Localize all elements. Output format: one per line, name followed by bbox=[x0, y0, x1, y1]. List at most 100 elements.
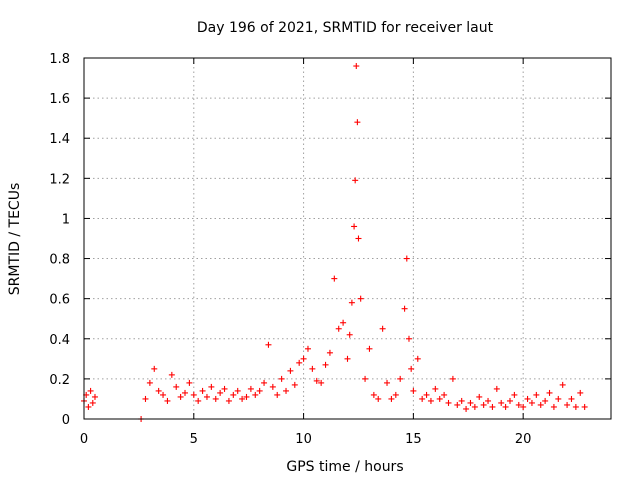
data-point bbox=[559, 381, 566, 388]
data-point bbox=[366, 345, 373, 352]
data-point bbox=[410, 387, 417, 394]
data-point bbox=[331, 275, 338, 282]
data-point bbox=[212, 395, 219, 402]
data-point bbox=[502, 403, 509, 410]
data-point bbox=[199, 387, 206, 394]
y-tick-label: 1.8 bbox=[49, 52, 70, 67]
data-point bbox=[357, 295, 364, 302]
data-point bbox=[217, 389, 224, 396]
data-point bbox=[397, 375, 404, 382]
data-point bbox=[432, 385, 439, 392]
data-point bbox=[344, 355, 351, 362]
data-point bbox=[234, 387, 241, 394]
data-point bbox=[354, 119, 361, 126]
data-point bbox=[335, 325, 342, 332]
data-point bbox=[173, 383, 180, 390]
data-point bbox=[355, 235, 362, 242]
y-tick-label: 1.6 bbox=[49, 92, 70, 107]
data-point bbox=[485, 397, 492, 404]
data-point bbox=[256, 387, 263, 394]
data-point bbox=[346, 331, 353, 338]
data-point bbox=[489, 403, 496, 410]
data-point bbox=[392, 391, 399, 398]
data-point bbox=[265, 341, 272, 348]
data-point bbox=[304, 345, 311, 352]
data-point bbox=[414, 355, 421, 362]
data-point bbox=[142, 395, 149, 402]
y-tick-label: 0.6 bbox=[49, 293, 70, 308]
data-point bbox=[427, 397, 434, 404]
data-point bbox=[230, 391, 237, 398]
data-points-layer bbox=[81, 63, 588, 422]
data-point bbox=[291, 381, 298, 388]
data-point bbox=[493, 385, 500, 392]
data-point bbox=[384, 379, 391, 386]
data-point bbox=[375, 395, 382, 402]
data-point bbox=[423, 391, 430, 398]
data-point bbox=[168, 371, 175, 378]
data-point bbox=[577, 389, 584, 396]
y-tick-label: 0 bbox=[62, 413, 70, 428]
data-point bbox=[203, 393, 210, 400]
data-point bbox=[454, 401, 461, 408]
data-point bbox=[239, 395, 246, 402]
data-point bbox=[352, 177, 359, 184]
data-point bbox=[160, 391, 167, 398]
data-point bbox=[247, 385, 254, 392]
data-point bbox=[151, 365, 158, 372]
data-point bbox=[177, 393, 184, 400]
data-point bbox=[524, 395, 531, 402]
data-point bbox=[296, 359, 303, 366]
y-tick-label: 1 bbox=[62, 212, 70, 227]
data-point bbox=[278, 375, 285, 382]
data-point bbox=[155, 387, 162, 394]
x-tick-label: 10 bbox=[295, 432, 312, 447]
data-point bbox=[287, 367, 294, 374]
data-point bbox=[274, 391, 281, 398]
y-tick-label: 1.2 bbox=[49, 172, 70, 187]
data-point bbox=[190, 391, 197, 398]
data-point bbox=[405, 335, 412, 342]
data-point bbox=[313, 377, 320, 384]
data-point bbox=[467, 399, 474, 406]
data-point bbox=[91, 393, 98, 400]
data-point bbox=[436, 395, 443, 402]
data-point bbox=[572, 403, 579, 410]
data-point bbox=[348, 299, 355, 306]
data-point bbox=[388, 395, 395, 402]
data-point bbox=[480, 401, 487, 408]
x-tick-label: 20 bbox=[515, 432, 532, 447]
data-point bbox=[269, 383, 276, 390]
data-point bbox=[408, 365, 415, 372]
grid-layer bbox=[84, 58, 611, 419]
y-axis-title: SRMTID / TECUs bbox=[7, 183, 23, 296]
data-point bbox=[318, 379, 325, 386]
data-point bbox=[370, 391, 377, 398]
data-point bbox=[506, 397, 513, 404]
data-point bbox=[542, 397, 549, 404]
chart-title: Day 196 of 2021, SRMTID for receiver lau… bbox=[197, 20, 494, 36]
data-point bbox=[340, 319, 347, 326]
data-point bbox=[300, 355, 307, 362]
data-point bbox=[458, 397, 465, 404]
data-point bbox=[362, 375, 369, 382]
data-point bbox=[528, 399, 535, 406]
x-axis-title: GPS time / hours bbox=[286, 459, 403, 475]
data-point bbox=[283, 387, 290, 394]
data-point bbox=[419, 395, 426, 402]
data-point bbox=[445, 399, 452, 406]
data-point bbox=[441, 391, 448, 398]
data-point bbox=[546, 389, 553, 396]
y-tick-label: 0.4 bbox=[49, 333, 70, 348]
data-point bbox=[243, 393, 250, 400]
x-tick-label: 5 bbox=[190, 432, 198, 447]
data-point bbox=[326, 349, 333, 356]
data-point bbox=[221, 385, 228, 392]
data-point bbox=[252, 391, 259, 398]
data-point bbox=[515, 401, 522, 408]
data-point bbox=[195, 397, 202, 404]
data-point bbox=[401, 305, 408, 312]
data-point bbox=[322, 361, 329, 368]
plot-frame bbox=[83, 57, 612, 420]
